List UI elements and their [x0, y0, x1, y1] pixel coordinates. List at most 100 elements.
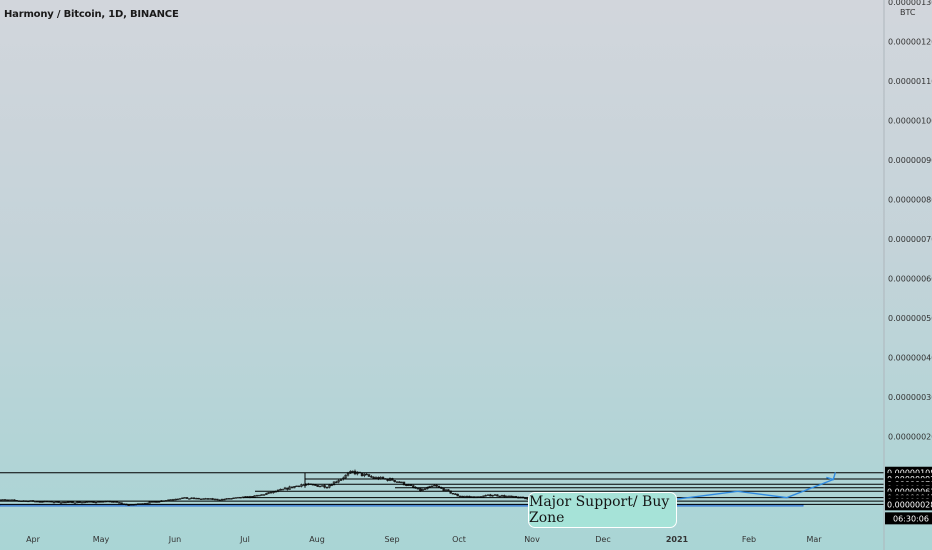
candle-body — [216, 498, 219, 501]
candle-body — [395, 481, 399, 483]
candle-body — [500, 495, 504, 497]
candle-body — [442, 488, 445, 492]
candle-body — [323, 485, 326, 488]
price-tick-label: 0.00000050 — [888, 314, 932, 323]
candle-body — [113, 501, 116, 503]
candle-body — [57, 501, 60, 503]
time-tick-label: Feb — [742, 535, 756, 544]
candle-body — [451, 492, 455, 495]
projection-path — [632, 472, 836, 506]
candle-body — [437, 485, 441, 488]
candle-body — [314, 484, 317, 486]
candle-body — [286, 487, 289, 490]
candle-body — [290, 486, 294, 489]
candle-body — [332, 481, 336, 486]
candle-body — [267, 492, 270, 494]
candle-body — [293, 486, 296, 489]
candle-body — [514, 495, 518, 498]
price-tick-label: 0.00000080 — [888, 195, 932, 204]
candle-body — [496, 494, 499, 497]
candle-body — [148, 501, 151, 504]
time-tick-label: Sep — [384, 535, 399, 544]
candle-body — [512, 495, 515, 498]
time-axis[interactable]: Apr May Jun Jul Aug Sep Oct Nov Dec 2021 Feb Mar — [26, 535, 822, 544]
candle-body — [59, 502, 63, 504]
candle-body — [430, 485, 434, 488]
candle-body — [230, 498, 233, 500]
support-zone — [0, 504, 804, 507]
candle-body — [197, 497, 200, 500]
candle-body — [64, 501, 67, 504]
price-tick-label: 0.00000040 — [888, 353, 932, 362]
candle-body — [458, 495, 462, 498]
candle-body — [433, 484, 436, 487]
candle-body — [85, 501, 88, 503]
candle-body — [461, 495, 464, 498]
candle-body — [69, 501, 72, 503]
candle-body — [237, 496, 240, 499]
candle-body — [120, 502, 123, 505]
candle-body — [493, 494, 497, 496]
candle-body — [265, 493, 268, 495]
candle-body — [0, 499, 2, 501]
candle-body — [503, 495, 506, 497]
projection-line — [632, 478, 834, 506]
candle-body — [204, 498, 207, 500]
price-axis[interactable]: 0.00000020 0.00000030 0.00000040 0.00000050… — [888, 0, 932, 441]
candle-body — [220, 498, 224, 501]
candle-body — [409, 484, 413, 487]
candle-body — [372, 476, 375, 479]
candle-body — [94, 501, 98, 504]
candle-body — [80, 501, 84, 504]
candle-body — [346, 473, 350, 476]
candle-body — [176, 498, 179, 501]
candle-body — [255, 495, 259, 497]
time-tick-label: Apr — [26, 535, 41, 544]
price-tick-label: 0.00000060 — [888, 274, 932, 283]
candle-body — [484, 495, 487, 497]
candle-body — [62, 501, 65, 504]
candle-body — [1, 499, 4, 501]
candle-body — [297, 485, 301, 488]
candle-body — [416, 488, 420, 490]
candle-body — [407, 484, 410, 487]
candle-body — [76, 501, 79, 504]
candle-body — [188, 498, 191, 500]
candle-body — [185, 497, 189, 499]
candle-body — [412, 485, 415, 488]
time-tick-label: Mar — [806, 535, 822, 544]
candle-body — [444, 489, 448, 492]
candle-body — [489, 494, 492, 497]
candle-body — [3, 499, 7, 501]
candle-body — [174, 498, 177, 501]
candle-body — [202, 498, 205, 500]
candle-body — [330, 484, 333, 487]
candle-body — [402, 481, 406, 486]
price-tick-label: 0.00000100 — [888, 116, 932, 125]
candle-body — [367, 474, 371, 477]
chart-title: Harmony / Bitcoin, 1D, BINANCE — [4, 9, 179, 20]
candle-body — [73, 502, 77, 504]
candle-body — [227, 498, 231, 500]
candle-body — [491, 494, 494, 497]
price-tick-label: 0.00000120 — [888, 37, 932, 46]
candle-body — [269, 492, 273, 494]
candle-body — [181, 497, 184, 499]
candle-body — [486, 494, 490, 496]
candle-body — [13, 499, 16, 501]
candle-body — [66, 501, 70, 503]
price-tick-label: 0.00000110 — [888, 77, 932, 86]
time-tick-label: Dec — [595, 535, 610, 544]
candle-body — [211, 498, 214, 500]
time-tick-label: Nov — [524, 535, 540, 544]
candle-body — [232, 497, 235, 499]
candle-body — [316, 485, 319, 487]
support-zone-label: Major Support/ Buy Zone — [528, 492, 677, 528]
candle-body — [115, 501, 119, 503]
candle-body — [325, 487, 329, 489]
candle-body — [505, 495, 508, 498]
candle-body — [218, 499, 221, 502]
candle-body — [8, 499, 11, 501]
candle-body — [465, 495, 469, 498]
